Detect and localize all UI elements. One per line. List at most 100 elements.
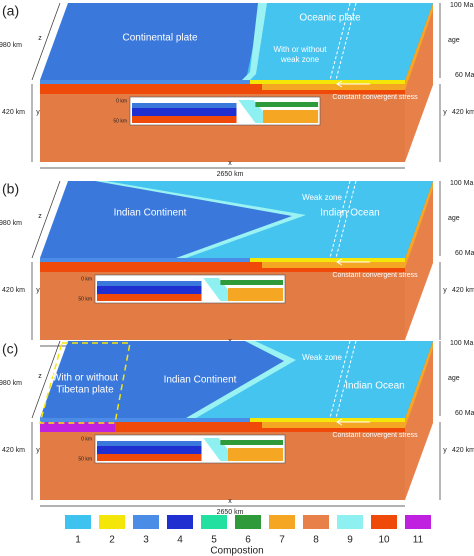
legend-title: Compostion [210,546,263,556]
weak-zone: Weak zone [302,353,342,362]
inset-lower [97,286,202,294]
inset-bottom-label: 50 km [78,296,92,302]
tibet: Tibetan plate [56,385,114,396]
y-size-left: 420 km [2,287,25,294]
inset-top-label: 0 km [116,98,127,104]
y-size-left: 420 km [2,109,25,116]
legend-label: 4 [177,535,183,546]
legend-swatch [371,515,397,529]
inset-crust [97,281,202,286]
legend-label: 3 [143,535,149,546]
legend-label: 1 [75,535,81,546]
y-right: y [443,287,447,294]
stress: Constant convergent stress [332,432,418,439]
y-size-right: 420 km [452,109,474,116]
inset-mantle [132,116,237,123]
age-top: 100 Ma [450,180,473,187]
legend-swatch [235,515,261,529]
tibet-layer [40,422,115,432]
inset-bottom-label: 50 km [78,456,92,462]
legend-label: 5 [211,535,217,546]
legend-swatch [405,515,431,529]
age-top: 100 Ma [450,2,473,9]
ocean-top [100,181,433,258]
y-size-left: 420 km [2,447,25,454]
age-top: 100 Ma [450,340,473,347]
age: age [448,375,460,382]
legend-swatch [337,515,363,529]
legend-swatch [65,515,91,529]
legend-swatch [133,515,159,529]
legend-label: 10 [378,535,390,546]
x-size: 2650 km [217,509,244,516]
z-size: 980 km [0,380,22,387]
x: x [228,160,232,167]
left-region: Indian Continent [114,208,187,219]
y-size-right: 420 km [452,447,474,454]
z-size: 980 km [0,42,22,49]
legend-swatch [269,515,295,529]
crust-layer-continent [40,418,250,422]
legend-label: 11 [413,535,424,546]
dimension-lines [31,340,441,507]
stress-arrow [336,418,370,426]
stress: Constant convergent stress [332,272,418,279]
y-right: y [443,447,447,454]
weak-zone: With or without [274,45,328,54]
ocean-lith-layer [262,262,405,268]
panel: 0 km 50 km (a) Continental plate Oceanic pla… [0,2,474,178]
side-crust [405,341,433,428]
legend-label: 9 [347,535,353,546]
legend-label: 2 [109,535,115,546]
age: age [448,37,460,44]
dimension-lines [31,2,441,169]
panel-label: (c) [2,341,18,357]
ocean-lith-layer [262,84,405,90]
lithosphere-layer [40,84,405,94]
inset-top-label: 0 km [81,276,92,282]
legend-swatch [167,515,193,529]
left-region: Indian Continent [164,375,237,386]
x-size: 2650 km [217,171,244,178]
x: x [228,498,232,505]
inset-ocean-lith [263,110,319,123]
legend-swatch [99,515,125,529]
right-region: Oceanic plate [299,13,361,24]
inset-crust [132,103,237,108]
legend-swatch [303,515,329,529]
inset-top-label: 0 km [81,436,92,442]
inset-ocean [220,440,284,445]
age-bottom: 60 Ma [455,410,474,417]
side-face [405,181,433,340]
inset-ocean [220,280,284,285]
inset-ocean-lith [228,288,284,301]
y-left: y [36,109,40,116]
legend-swatch [201,515,227,529]
side-face [405,341,433,500]
y-size-right: 420 km [452,287,474,294]
ocean-top [190,341,433,418]
z-size: 980 km [0,220,22,227]
y-left: y [36,287,40,294]
panel-label: (a) [2,3,19,19]
inset-crust [97,441,202,446]
right-region: Indian Ocean [345,381,405,392]
dashed-marks [329,2,357,81]
inset-mantle [97,454,202,461]
inset-lower [132,108,237,116]
y-right: y [443,109,447,116]
legend-label: 6 [245,535,251,546]
side-face [405,3,433,162]
tibet-outline [39,342,131,424]
weak-zone-strip [242,3,267,80]
tibet: With or without [52,373,118,384]
panel: 0 km 50 km (c) Indian Continent Indian Ocean… [0,340,474,516]
legend-label: 7 [279,535,285,546]
side-crust [405,3,433,90]
y-left: y [36,447,40,454]
inset-ocean [255,102,319,107]
right-region: Indian Ocean [320,208,380,219]
crust-layer-continent [40,80,250,84]
age: age [448,215,460,222]
legend-label: 8 [313,535,319,546]
